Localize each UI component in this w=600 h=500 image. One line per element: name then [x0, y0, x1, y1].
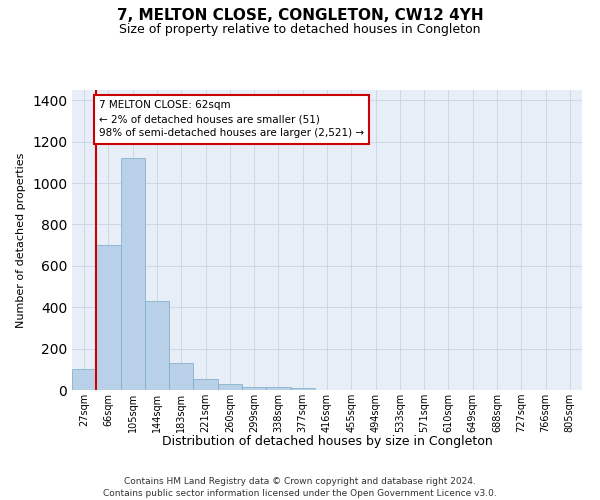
Bar [72, 370, 96, 390]
Text: Contains HM Land Registry data © Crown copyright and database right 2024.: Contains HM Land Registry data © Crown c… [124, 478, 476, 486]
Text: 7, MELTON CLOSE, CONGLETON, CW12 4YH: 7, MELTON CLOSE, CONGLETON, CW12 4YH [116, 8, 484, 22]
Y-axis label: Number of detached properties: Number of detached properties [16, 152, 26, 328]
Text: Distribution of detached houses by size in Congleton: Distribution of detached houses by size … [161, 435, 493, 448]
Text: Contains public sector information licensed under the Open Government Licence v3: Contains public sector information licen… [103, 489, 497, 498]
Bar [242, 387, 266, 390]
Bar [290, 388, 315, 390]
Text: 7 MELTON CLOSE: 62sqm
← 2% of detached houses are smaller (51)
98% of semi-detac: 7 MELTON CLOSE: 62sqm ← 2% of detached h… [99, 100, 364, 138]
Bar [96, 245, 121, 390]
Bar [193, 378, 218, 390]
Bar [169, 363, 193, 390]
Bar [145, 301, 169, 390]
Bar [121, 158, 145, 390]
Text: Size of property relative to detached houses in Congleton: Size of property relative to detached ho… [119, 22, 481, 36]
Bar [218, 384, 242, 390]
Bar [266, 387, 290, 390]
